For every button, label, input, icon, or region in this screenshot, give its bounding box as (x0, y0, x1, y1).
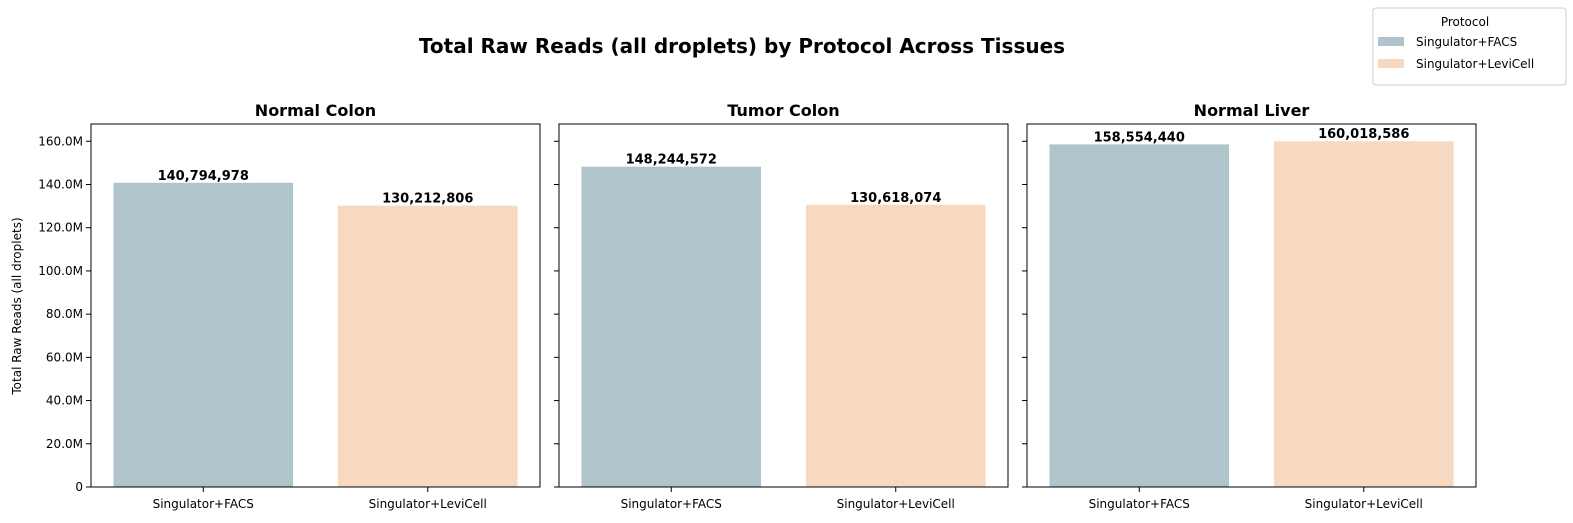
legend-title: Protocol (1441, 15, 1489, 29)
x-tick-label: Singulator+FACS (1089, 497, 1190, 511)
x-tick-label: Singulator+LeviCell (369, 497, 487, 511)
y-tick-label: 40.0M (46, 394, 83, 408)
x-tick-label: Singulator+LeviCell (837, 497, 955, 511)
y-tick-label: 160.0M (38, 134, 83, 148)
legend-swatch-levicell (1378, 59, 1404, 68)
panel-title: Normal Liver (1194, 101, 1310, 120)
legend-swatch-facs (1378, 37, 1404, 46)
bar-value-label: 160,018,586 (1318, 127, 1409, 142)
y-tick-label: 140.0M (38, 178, 83, 192)
y-tick-label: 80.0M (46, 307, 83, 321)
x-tick-label: Singulator+FACS (621, 497, 722, 511)
bar-value-label: 148,244,572 (626, 153, 717, 168)
panel-2: Normal Liver 158,554,440 Singulator+FACS 16… (1022, 101, 1477, 511)
y-tick-label: 0 (75, 480, 83, 494)
panel-frame (90, 123, 541, 488)
bar-value-label: 158,554,440 (1094, 130, 1185, 145)
bar-value-label: 140,794,978 (158, 169, 249, 184)
legend-entry-levicell: Singulator+LeviCell (1416, 57, 1534, 71)
y-tick-label: 120.0M (38, 221, 83, 235)
bar (805, 204, 986, 487)
panel-1: Tumor Colon 148,244,572 Singulator+FACS 130… (554, 101, 1009, 511)
bar (1049, 144, 1230, 487)
legend-entry-facs: Singulator+FACS (1416, 35, 1517, 49)
legend-frame (1372, 7, 1567, 86)
panel-frame (558, 123, 1009, 488)
y-tick-label: 100.0M (38, 264, 83, 278)
y-tick-label: 60.0M (46, 350, 83, 364)
bar (1273, 141, 1454, 488)
legend: Protocol Singulator+FACS Singulator+Levi… (1372, 7, 1567, 86)
y-tick-label: 20.0M (46, 437, 83, 451)
bar (113, 182, 294, 487)
panel-0: Normal Colon 140,794,978 Singulator+FACS 13… (38, 101, 541, 511)
chart-title: Total Raw Reads (all droplets) by Protoc… (419, 34, 1065, 58)
x-tick-label: Singulator+FACS (153, 497, 254, 511)
bar-value-label: 130,212,806 (382, 192, 473, 207)
panel-frame (1026, 123, 1477, 488)
x-tick-label: Singulator+LeviCell (1305, 497, 1423, 511)
bar (581, 166, 762, 487)
bar (337, 205, 518, 487)
bar-value-label: 130,618,074 (850, 191, 941, 206)
panel-title: Normal Colon (255, 101, 376, 120)
y-axis-label: Total Raw Reads (all droplets) (10, 217, 24, 395)
panel-title: Tumor Colon (727, 101, 839, 120)
panels: Normal Colon 140,794,978 Singulator+FACS 13… (38, 101, 1477, 511)
